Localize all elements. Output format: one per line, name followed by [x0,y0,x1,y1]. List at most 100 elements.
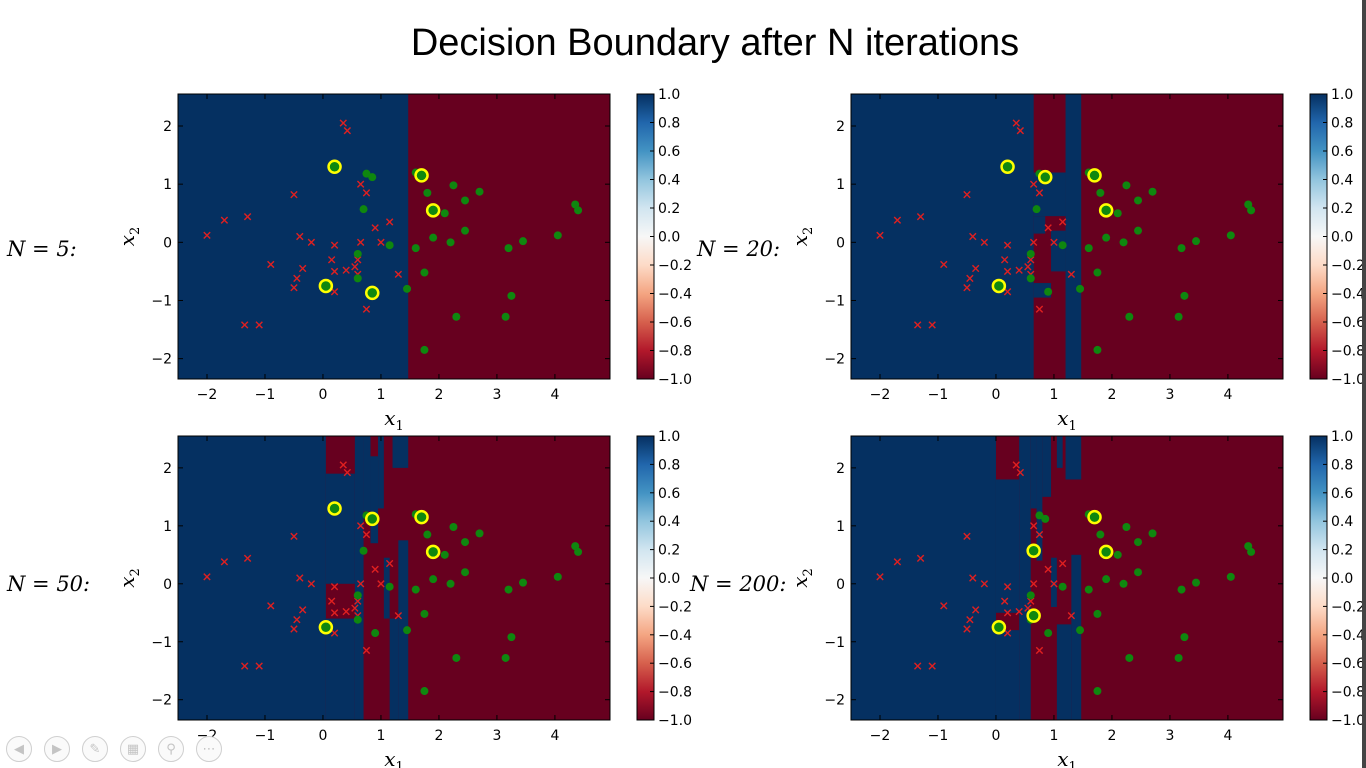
neg-point-4 [243,554,252,562]
x-tick-label-1: −1 [255,728,276,744]
x-tick-label-6: 4 [1223,728,1232,744]
neg-point-7 [969,232,977,241]
pos-point-8 [1113,209,1122,218]
colorbar-tick-label-9: −0.8 [658,685,692,701]
x-tick-label-5: 3 [1165,728,1174,744]
neg-point-9 [330,241,339,249]
neg-point-28 [913,321,922,329]
support-vector-3 [318,278,334,294]
pos-point-12 [411,244,420,253]
region-blue-9 [1065,436,1082,480]
region-blue-3 [1033,216,1046,234]
pen-icon[interactable]: ✎ [82,736,108,762]
y-tick-label-1: −1 [151,293,172,309]
colorbar-tick-label-0: 1.0 [1331,429,1353,445]
pos-point-27 [1093,345,1102,354]
x-tick-label-6: 4 [550,728,559,744]
colorbar-tick-label-10: −1.0 [1331,372,1365,388]
pos-point-22 [1093,609,1102,618]
neg-point-14 [1003,609,1012,617]
chart-panel-1: −2 −1 0 1 2 3 4 −2 −1 0 1 2 x1 x2 1.0 0.8 0.6 0.4 0.2 0.0 −0… [788,87,1365,434]
region-blue-5 [1036,436,1043,561]
neg-point-23 [377,580,385,588]
more-icon[interactable]: ⋯ [196,736,222,762]
y-axis-label: x2 [115,568,143,588]
neg-point-5 [876,231,884,240]
plot-frame [850,435,1284,721]
pos-point-28 [371,629,380,638]
colorbar-tick-label-9: −0.8 [1331,685,1365,701]
y-tick-label-0: −2 [151,352,172,368]
prev-icon[interactable]: ◀ [6,736,32,762]
neg-point-15 [1015,607,1023,616]
y-tick-label-4: 2 [163,119,172,135]
neg-point-9 [1003,241,1012,249]
pos-point-5 [475,529,484,538]
neg-point-27 [330,288,339,296]
next-icon[interactable]: ▶ [44,736,70,762]
pos-point-22 [420,609,429,618]
neg-point-27 [330,629,339,637]
pos-point-17 [1192,578,1201,587]
region-blue-2 [995,630,1020,720]
neg-point-6 [267,260,275,269]
neg-point-12 [963,283,971,292]
region-blue-11 [1071,554,1082,720]
region-blue-1 [995,479,1020,613]
x-tick-label-0: −2 [197,387,218,403]
pos-point-13 [1102,233,1111,242]
pos-point-28 [1044,287,1053,296]
pos-point-20 [353,249,362,258]
neg-point-1 [1016,468,1025,477]
slides-icon[interactable]: ▦ [120,736,146,762]
colorbar-tick-label-4: 0.2 [658,543,680,559]
pos-point-24 [1180,291,1189,300]
neg-point-20 [362,530,371,539]
neg-point-27 [1003,288,1012,296]
y-tick-label-2: 0 [836,235,845,251]
neg-point-8 [307,238,316,247]
colorbar-tick-label-3: 0.4 [658,514,680,530]
pos-point-15 [1134,226,1143,235]
colorbar-tick-label-4: 0.2 [1331,543,1353,559]
colorbar-tick-label-7: −0.4 [658,628,692,644]
pos-point-20 [1026,249,1035,258]
zoom-icon[interactable]: ⚲ [158,736,184,762]
neg-point-0 [339,461,347,469]
neg-point-22 [371,565,379,574]
pos-point-27 [1093,687,1102,696]
colorbar-tick-label-5: 0.0 [1331,230,1353,246]
neg-point-0 [1012,119,1020,127]
neg-point-5 [203,231,211,240]
x-tick-label-0: −2 [870,387,891,403]
neg-point-19 [1029,580,1038,588]
colorbar-tick-label-6: −0.2 [658,258,692,274]
neg-point-17 [351,263,359,271]
pos-point-4 [449,181,458,190]
support-vector-1 [1087,509,1102,525]
y-tick-label-0: −2 [151,693,172,709]
y-tick-label-4: 2 [836,119,845,135]
region-blue-10 [1056,624,1072,720]
x-tick-label-3: 1 [1049,387,1058,403]
pos-point-23 [403,284,412,293]
support-vector-4 [991,620,1007,635]
pos-point-6 [1096,530,1105,539]
pos-point-14 [446,238,455,247]
pos-point-8 [440,550,449,559]
neg-point-10 [298,606,307,614]
pos-point-25 [1125,653,1134,662]
neg-point-26 [1035,646,1044,655]
neg-point-18 [1027,256,1035,264]
pos-point-6 [1096,188,1105,197]
colorbar-tick-label-6: −0.2 [658,599,692,615]
pos-point-5 [1148,187,1157,196]
support-vector-2 [1087,168,1102,183]
pos-point-19 [385,241,394,250]
pos-point-20 [353,591,362,600]
neg-point-8 [980,238,989,247]
support-vector-3 [1026,608,1041,623]
x-axis-label: x1 [1057,406,1077,434]
neg-point-23 [377,238,385,247]
pos-point-24 [507,633,516,642]
